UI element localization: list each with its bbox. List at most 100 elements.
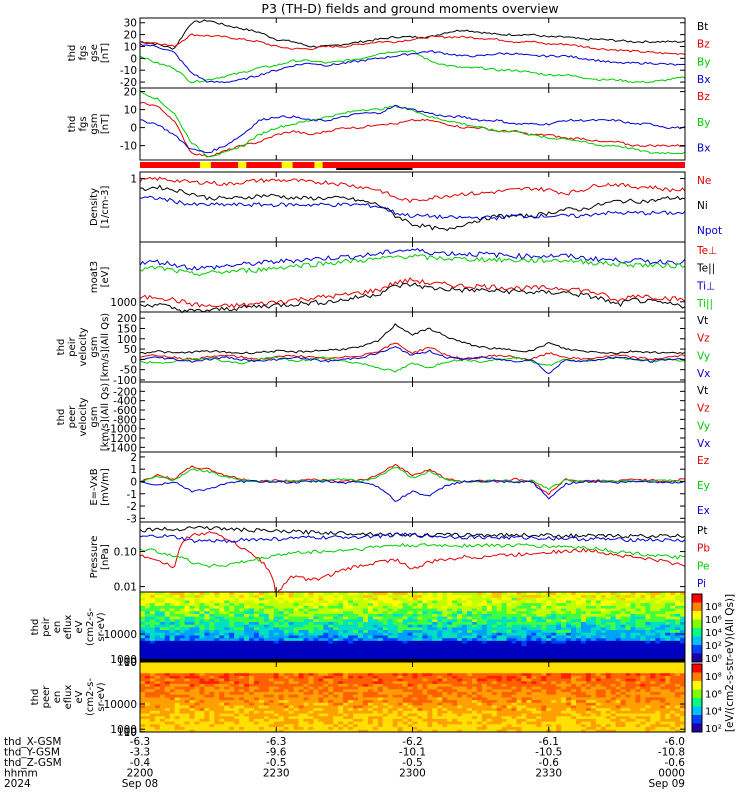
spectrogram-cell [367,705,374,709]
spectrogram-cell [338,726,344,730]
spectrogram-cell [219,594,225,598]
spectrogram-cell [263,726,270,730]
spectrogram-cell [318,705,324,709]
spectrogram-cell [462,613,468,617]
spectrogram-cell [635,605,641,609]
spectrogram-cell [323,729,329,733]
legend-By: By [697,117,710,129]
spectrogram-cell [244,672,250,676]
spectrogram-cell [481,707,488,711]
spectrogram-cell [283,694,290,698]
spectrogram-cell [169,662,176,666]
spectrogram-cell [169,667,176,671]
spectrogram-cell [194,699,200,703]
spectrogram-cell [358,707,364,711]
spectrogram-cell [590,648,597,652]
spectrogram-cell [392,729,399,733]
spectrogram-cell [224,705,230,709]
spectrogram-cell [249,635,255,639]
spectrogram-cell [516,640,522,644]
spectrogram-cell [219,613,225,617]
spectrogram-cell [144,610,151,614]
spectrogram-cell [159,672,166,676]
spectrogram-cell [219,718,225,722]
spectrogram-cell [214,600,220,604]
spectrogram-cell [169,713,176,717]
spectrogram-cell [179,613,185,617]
spectrogram-cell [556,640,562,644]
spectrogram-cell [447,721,453,725]
spectrogram-cell [387,678,394,682]
spectrogram-cell [244,616,250,620]
spectrogram-cell [323,688,329,693]
spectrogram-cell [476,715,483,719]
spectrogram-cell [412,699,418,703]
spectrogram-cell [645,600,651,604]
spectrogram-cell [258,678,265,682]
spectrogram-cell [184,707,190,711]
spectrogram-cell [452,678,458,682]
spectrogram-cell [318,610,324,614]
spectrogram-cell [154,662,161,666]
spectrogram-cell [447,694,453,698]
spectrogram-cell [397,672,403,676]
spectrogram-cell [348,632,354,636]
spectrogram-cell [144,675,151,679]
spectrogram-cell [333,621,339,625]
spectrogram-cell [561,608,567,612]
spectrogram-cell [387,670,394,674]
spectrogram-cell [194,605,200,609]
spectrogram-cell [362,718,369,722]
spectrogram-cell [397,656,403,660]
spectrogram-cell [442,726,448,730]
spectrogram-cell [516,645,522,649]
spectrogram-cell [457,645,463,649]
spectrogram-cell [214,597,220,601]
spectrogram-cell [407,670,413,674]
spectrogram-cell [214,643,220,647]
spectrogram-cell [427,715,433,719]
spectrogram-cell [387,640,394,644]
spectrogram-cell [333,675,339,679]
spectrogram-cell [209,713,215,717]
spectrogram-cell [476,705,483,709]
spectrogram-cell [199,680,205,684]
spectrogram-cell [174,707,181,711]
spectrogram-cell [278,680,285,684]
spectrogram-cell [303,723,309,728]
spectrogram-cell [169,715,176,719]
spectrogram-cell [209,597,215,601]
spectrogram-cell [407,632,413,636]
spectrogram-cell [348,618,354,623]
spectrogram-cell [273,608,280,612]
spectrogram-cell [372,710,379,714]
spectrogram-cell [630,632,636,636]
spectrogram-cell [442,680,448,684]
spectrogram-cell [224,715,230,719]
spectrogram-cell [214,710,220,714]
spectrogram-cell [387,705,394,709]
spectrogram-cell [288,713,294,717]
spectrogram-cell [308,672,314,676]
spectrogram-cell [427,653,433,658]
spectrogram-cell [159,640,166,644]
spectrogram-cell [556,635,562,639]
spectrogram-cell [392,640,399,644]
spectrogram-cell [417,707,423,711]
spectrogram-cell [526,656,532,660]
spectrogram-cell [511,610,517,614]
spectrogram-cell [481,624,488,628]
spectrogram-cell [675,637,681,641]
spectrogram-cell [353,699,359,703]
spectrogram-cell [239,602,245,606]
spectrogram-cell [268,635,275,639]
spectrogram-cell [174,670,181,674]
spectrogram-cell [214,667,220,671]
spectrogram-cell [670,602,676,606]
spectrogram-cell [323,705,329,709]
spectrogram-cell [427,632,433,636]
spectrogram-cell [610,624,617,628]
spectrogram-cell [164,613,171,617]
spectrogram-cell [387,707,394,711]
